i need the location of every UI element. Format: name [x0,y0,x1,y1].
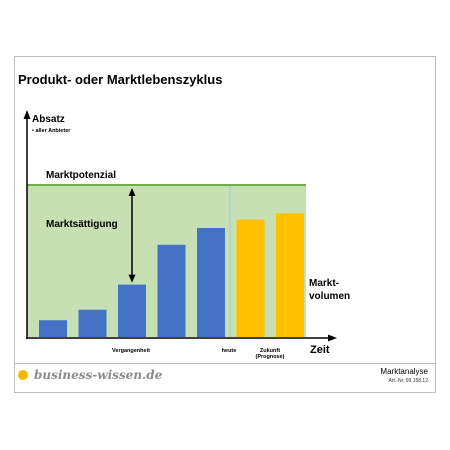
footer-divider [14,363,436,364]
bar-6 [236,219,265,337]
x-annotation-past: Vergangenheit [112,348,150,354]
saturation-arrow-down [128,274,136,283]
bar-3 [118,284,146,337]
y-axis-arrow [23,110,31,119]
x-axis-label: Zeit [310,344,330,356]
document-code: Art.-Nr. 99.158.12 [388,378,428,384]
market-saturation-label: Marktsättigung [46,219,118,230]
bar-2 [78,309,107,337]
x-annotation-today: heute [222,348,237,354]
x-annotation-future: Zukunft [260,348,280,354]
market-volume-label-2: volumen [309,291,350,302]
page-title: Produkt- oder Marktlebenszyklus [18,72,223,87]
document-title: Marktanalyse [380,367,428,376]
x-axis-arrow [328,334,337,342]
market-volume-label-1: Markt- [309,278,339,289]
bar-5 [197,227,225,337]
bar-7 [276,213,304,337]
x-annotation-future-sub: (Prognose) [255,354,284,360]
y-axis-label: Absatz [32,114,65,125]
saturation-arrow-up [128,188,136,196]
bar-1 [39,320,67,337]
y-axis-sublabel: • aller Anbieter [32,128,71,134]
brand-dot-icon [18,370,28,380]
brand-name: business-wissen.de [34,368,163,382]
brand-logo: business-wissen.de [18,368,162,382]
bar-4 [157,244,186,337]
market-potential-label: Marktpotenzial [46,170,116,181]
